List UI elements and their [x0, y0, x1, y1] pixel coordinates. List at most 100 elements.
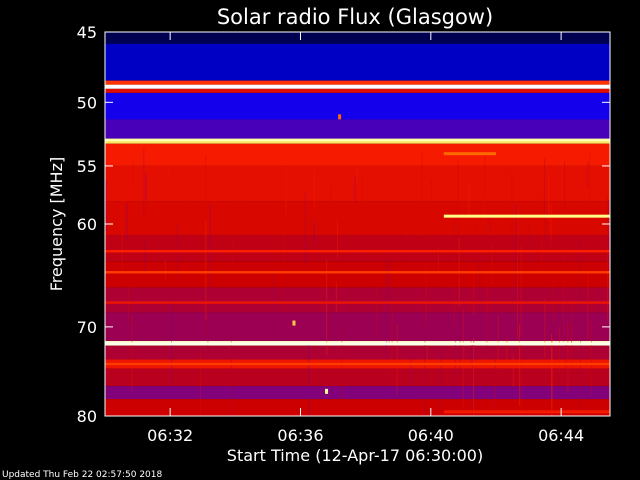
heatmap-streak	[313, 221, 315, 242]
heatmap-streak	[131, 316, 133, 393]
heatmap-band	[105, 138, 610, 144]
y-tick-label: 55	[77, 157, 97, 176]
heatmap-streak	[548, 175, 550, 221]
heatmap-streak	[486, 270, 488, 346]
heatmap-streak	[308, 342, 310, 416]
heatmap-streak	[285, 166, 287, 215]
y-tick-label: 70	[77, 318, 97, 337]
heatmap-streak	[356, 155, 358, 185]
x-axis: 06:32 06:36 06:40 06:44	[147, 32, 584, 445]
heatmap-streak	[305, 244, 307, 269]
updated-timestamp: Updated Thu Feb 22 02:57:50 2018	[2, 470, 163, 480]
y-axis: 45 50 55 60 70 80	[77, 23, 610, 426]
heatmap-streak	[330, 187, 332, 261]
heatmap-streak	[385, 257, 387, 358]
heatmap-streak	[205, 154, 207, 213]
heatmap-streak	[479, 259, 481, 335]
heatmap-streak	[200, 353, 202, 416]
heatmap-streak	[326, 259, 328, 356]
heatmap-band	[105, 119, 610, 139]
heatmap-streak	[144, 241, 146, 275]
heatmap-streak	[454, 340, 456, 375]
heatmap-streak	[401, 229, 403, 277]
x-tick-label: 06:32	[147, 426, 193, 445]
heatmap-streak	[424, 335, 426, 416]
heatmap-band	[105, 201, 610, 236]
heatmap-streak	[335, 281, 337, 313]
heatmap-segment	[443, 152, 496, 156]
heatmap-streak	[517, 205, 519, 256]
heatmap-streak	[473, 268, 475, 316]
heatmap-streak	[550, 240, 552, 279]
heatmap-band	[105, 368, 610, 387]
heatmap-streak	[473, 336, 475, 362]
heatmap-streak	[457, 160, 459, 236]
heatmap-band	[105, 80, 610, 85]
heatmap-streak	[304, 192, 306, 260]
heatmap-streak	[579, 239, 581, 317]
heatmap-streak	[462, 310, 464, 407]
x-axis-label: Start Time (12-Apr-17 06:30:00)	[227, 446, 483, 465]
heatmap-spot	[292, 320, 296, 326]
heatmap-streak	[168, 160, 170, 181]
heatmap-band	[105, 235, 610, 262]
heatmap-streak	[126, 202, 128, 239]
heatmap-streak	[517, 254, 519, 339]
heatmap-streak	[410, 349, 412, 385]
x-tick-label: 06:44	[538, 426, 584, 445]
heatmap-line	[105, 84, 610, 88]
heatmap-streak	[388, 263, 390, 318]
heatmap-streak	[506, 336, 508, 366]
heatmap-streak	[230, 333, 232, 416]
heatmap-streak	[207, 297, 209, 338]
heatmap-streak	[512, 354, 514, 387]
heatmap-streak	[127, 285, 129, 324]
heatmap-band	[105, 345, 610, 360]
heatmap-streak	[171, 300, 173, 392]
heatmap-line	[105, 362, 610, 366]
heatmap-streak	[430, 180, 432, 241]
heatmap-streak	[550, 203, 552, 254]
heatmap-streak	[570, 323, 572, 354]
heatmap-streak	[546, 211, 548, 287]
heatmap-spot	[338, 114, 342, 120]
spectrogram-plot-area	[104, 31, 611, 417]
heatmap-streak	[562, 252, 564, 342]
heatmap-streak	[472, 342, 474, 416]
heatmap-band	[105, 399, 610, 416]
heatmap-streak	[565, 342, 567, 393]
y-tick-label: 60	[77, 215, 97, 234]
heatmap-streak	[321, 217, 323, 313]
heatmap-streak	[283, 228, 285, 265]
y-axis-label: Frequency [MHz]	[47, 157, 66, 291]
heatmap-line	[105, 271, 610, 274]
heatmap-streak	[510, 188, 512, 215]
heatmap-band	[105, 88, 610, 93]
heatmap-band	[105, 261, 610, 288]
heatmap-streak	[396, 324, 398, 395]
heatmap-streak	[489, 212, 491, 234]
heatmap-streak	[589, 153, 591, 235]
heatmap-streak	[606, 196, 608, 269]
heatmap-streak	[143, 147, 145, 218]
heatmap-streak	[231, 200, 233, 271]
chart-title: Solar radio Flux (Glasgow)	[217, 5, 493, 29]
heatmap-streak	[567, 322, 569, 393]
y-tick-label: 50	[77, 93, 97, 112]
heatmap-streak	[571, 300, 573, 372]
heatmap-band	[105, 92, 610, 120]
heatmap-streak	[491, 244, 493, 285]
y-tick-label: 45	[77, 23, 97, 42]
heatmap-streak	[541, 186, 543, 275]
heatmap-streak	[558, 326, 560, 374]
heatmap-band	[105, 32, 610, 44]
heatmap-streak	[425, 265, 427, 326]
heatmap-streak	[313, 169, 315, 209]
heatmap-streak	[164, 259, 166, 280]
heatmap-segment	[443, 214, 610, 218]
heatmap-streak	[587, 271, 589, 339]
heatmap-streak	[520, 245, 522, 336]
heatmap-line	[105, 138, 610, 142]
heatmap-streak	[121, 189, 123, 270]
